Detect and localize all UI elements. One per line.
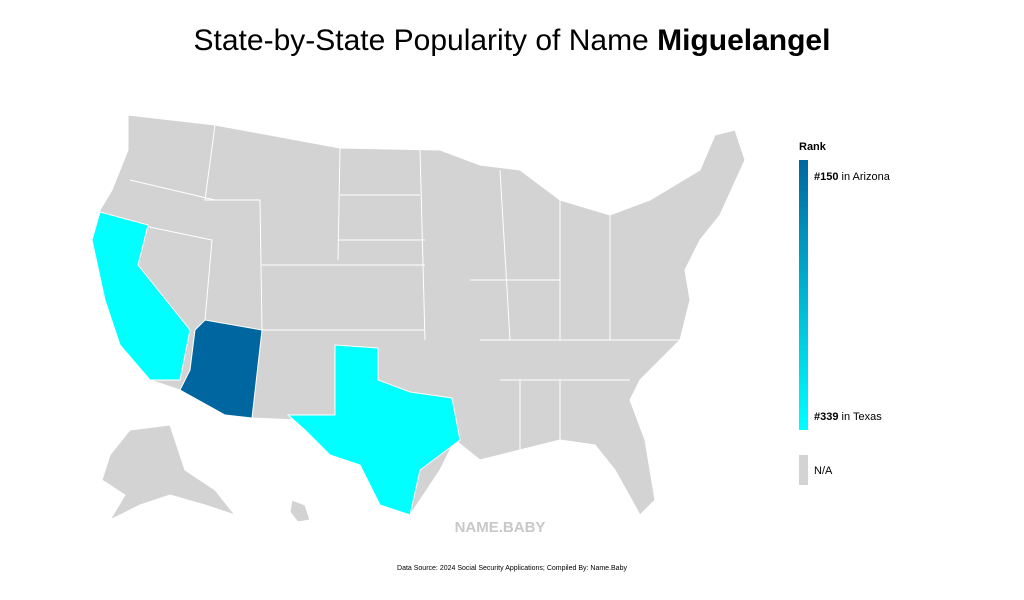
alaska <box>101 424 237 522</box>
footer: Data Source: 2024 Social Security Applic… <box>397 565 627 572</box>
legend-bottom-text: in Texas <box>838 411 882 423</box>
watermark: NAME.BABY <box>455 519 546 536</box>
texas <box>286 344 461 516</box>
arizona <box>179 319 263 419</box>
title: State-by-State Popularity of Name Miguel… <box>194 24 831 57</box>
state-borders <box>129 124 680 450</box>
legend-na-label: N/A <box>814 465 833 477</box>
california <box>91 211 191 381</box>
legend-top-rank: #150 <box>814 171 838 183</box>
legend-top-text: in Arizona <box>838 171 890 183</box>
legend-na-swatch <box>799 455 808 485</box>
title-name: Miguelangel <box>657 24 830 57</box>
title-text: State-by-State Popularity of Name <box>194 24 658 57</box>
hawaii <box>289 499 311 523</box>
legend-top-label: #150 in Arizona <box>814 171 891 183</box>
legend-gradient <box>799 160 808 430</box>
legend-title: Rank <box>799 141 827 153</box>
legend-bottom-label: #339 in Texas <box>814 411 882 423</box>
us-mainland <box>91 114 746 516</box>
legend-bottom-rank: #339 <box>814 411 838 423</box>
